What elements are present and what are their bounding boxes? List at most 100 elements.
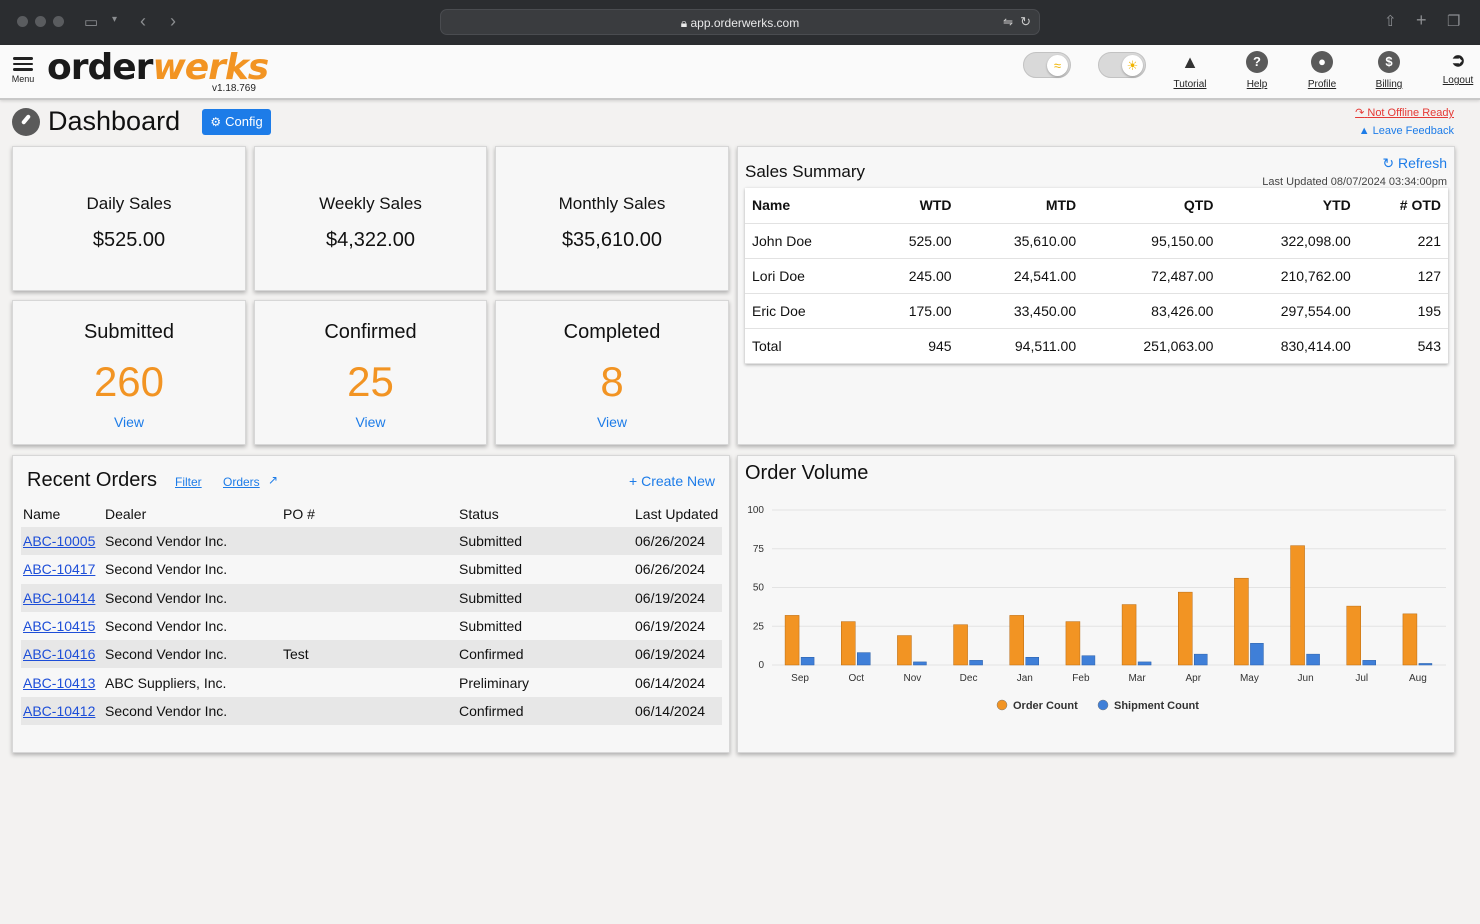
- cell: Second Vendor Inc.: [105, 618, 228, 635]
- table-row: ABC-10414 Second Vendor Inc. Submitted 06/1…: [21, 583, 722, 612]
- card-value: $35,610.00: [561, 229, 663, 251]
- order-link[interactable]: ABC-10005: [23, 533, 96, 550]
- menu-icon: [13, 57, 33, 60]
- profile-button[interactable]: ● Profile: [1297, 51, 1347, 90]
- forward-icon[interactable]: ›: [170, 11, 176, 31]
- create-new-label: Create New: [641, 473, 715, 489]
- bar-order-count: [1121, 604, 1137, 666]
- bar-shipment-count: [1250, 643, 1264, 666]
- share-icon[interactable]: ⇧: [1384, 13, 1397, 30]
- help-icon: ?: [1246, 51, 1268, 73]
- logout-button[interactable]: ➲ Logout: [1433, 49, 1480, 86]
- sidebar-icon[interactable]: ▭: [84, 14, 99, 31]
- logo-part-werks: werks: [152, 47, 269, 88]
- menu-icon-bar: [13, 62, 33, 65]
- orderwerks-logo[interactable]: orderwerks: [47, 47, 269, 88]
- order-link[interactable]: ABC-10417: [23, 561, 96, 578]
- leave-feedback-link[interactable]: ▲ Leave Feedback: [1359, 125, 1454, 137]
- bar-shipment-count: [1362, 660, 1376, 666]
- billing-button[interactable]: $ Billing: [1364, 51, 1414, 90]
- help-button[interactable]: ? Help: [1232, 51, 1282, 90]
- theme-toggle[interactable]: ☀: [1098, 52, 1146, 78]
- cell: [281, 555, 457, 583]
- bar-shipment-count: [1137, 661, 1152, 666]
- order-link[interactable]: ABC-10413: [23, 674, 96, 691]
- not-offline-ready-link[interactable]: ↷ Not Offline Ready: [1355, 106, 1454, 119]
- recent-orders-table: Name Dealer PO # Status Last Updated ABC…: [21, 500, 722, 726]
- cell: 06/14/2024: [635, 674, 706, 691]
- cell: 06/14/2024: [635, 702, 706, 719]
- dollar-icon: $: [1378, 51, 1400, 73]
- x-tick-label: Jul: [1355, 673, 1368, 684]
- create-new-button[interactable]: + Create New: [629, 473, 715, 489]
- y-tick-label: 25: [753, 621, 765, 632]
- page-title: Dashboard: [48, 106, 181, 136]
- bar-shipment-count: [1025, 657, 1039, 666]
- recent-orders-panel: Recent Orders Filter Orders ↗ + Create N…: [12, 455, 730, 753]
- cell: 06/26/2024: [635, 533, 706, 550]
- reload-icon[interactable]: ↻: [1020, 14, 1031, 29]
- cell: Test: [283, 646, 309, 663]
- wifi-toggle[interactable]: ≈: [1023, 52, 1071, 78]
- cell: 297,554.00: [1220, 293, 1358, 329]
- user-icon: ●: [1311, 51, 1333, 73]
- chevron-down-icon[interactable]: ▾: [112, 14, 118, 25]
- cell: [281, 612, 457, 640]
- menu-button[interactable]: Menu: [9, 54, 37, 84]
- column-header: QTD: [1083, 188, 1221, 224]
- refresh-button[interactable]: ↻ Refresh: [1382, 155, 1447, 172]
- close-window-button[interactable]: [17, 16, 28, 27]
- legend-label: Order Count: [1013, 700, 1078, 712]
- tabs-overview-icon[interactable]: ❐: [1447, 13, 1461, 30]
- minimize-window-button[interactable]: [35, 16, 46, 27]
- table-header-row: Name Dealer PO # Status Last Updated: [21, 500, 722, 527]
- cell: Eric Doe: [745, 293, 866, 329]
- filter-link[interactable]: Filter: [175, 475, 202, 489]
- order-link[interactable]: ABC-10415: [23, 618, 96, 635]
- card-label: Confirmed: [324, 321, 417, 343]
- view-confirmed-link[interactable]: View: [355, 414, 386, 430]
- cell: 06/19/2024: [635, 618, 706, 635]
- legend-marker: [996, 699, 1008, 711]
- cell: 175.00: [865, 293, 959, 329]
- new-tab-icon[interactable]: +: [1416, 10, 1427, 30]
- tutorial-button[interactable]: ▲ Tutorial: [1165, 51, 1215, 90]
- bar-shipment-count: [969, 660, 983, 666]
- zoom-window-button[interactable]: [53, 16, 64, 27]
- card-label: Submitted: [83, 321, 175, 343]
- bar-order-count: [784, 615, 800, 666]
- y-tick-label: 100: [747, 505, 764, 516]
- order-link[interactable]: ABC-10416: [23, 646, 96, 663]
- dashboard-gauge-icon: [12, 108, 40, 136]
- external-link-icon[interactable]: ↗: [268, 473, 279, 487]
- orders-link[interactable]: Orders: [223, 475, 260, 489]
- x-tick-label: Feb: [1072, 673, 1090, 684]
- cell: Submitted: [459, 533, 523, 550]
- sales-summary-table: Name WTD MTD QTD YTD # OTD John Doe 525.0…: [745, 188, 1448, 364]
- cell: Second Vendor Inc.: [105, 561, 228, 578]
- order-link[interactable]: ABC-10414: [23, 589, 96, 606]
- cell: 322,098.00: [1220, 223, 1358, 259]
- cell: [281, 668, 457, 696]
- confirmed-card: Confirmed 25 View: [254, 300, 487, 445]
- plus-icon: +: [629, 473, 638, 489]
- column-header: Dealer: [105, 505, 147, 522]
- config-button[interactable]: ⚙ Config: [202, 109, 271, 135]
- back-icon[interactable]: ‹: [140, 11, 146, 31]
- view-submitted-link[interactable]: View: [113, 414, 145, 430]
- column-header: Name: [23, 505, 61, 522]
- translate-icon[interactable]: ⇋: [1002, 15, 1013, 29]
- table-row: ABC-10415 Second Vendor Inc. Submitted 06/1…: [21, 612, 722, 640]
- view-completed-link[interactable]: View: [596, 414, 628, 430]
- cell: 251,063.00: [1083, 328, 1221, 364]
- x-tick-label: May: [1240, 673, 1259, 684]
- order-link[interactable]: ABC-10412: [23, 702, 96, 719]
- table-row: ABC-10413 ABC Suppliers, Inc. Preliminary 0…: [21, 668, 722, 696]
- card-count: 8: [600, 358, 624, 405]
- column-header: YTD: [1220, 188, 1358, 224]
- x-tick-label: Sep: [791, 673, 809, 684]
- address-bar[interactable]: 🔒︎ app.orderwerks.com ⇋ ↻: [440, 9, 1040, 35]
- table-row: Lori Doe 245.00 24,541.00 72,487.00 210,762.…: [745, 258, 1448, 294]
- legend-label: Shipment Count: [1114, 700, 1199, 712]
- tutorial-label: Tutorial: [1173, 79, 1207, 90]
